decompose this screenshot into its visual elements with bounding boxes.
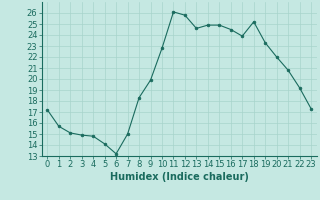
- X-axis label: Humidex (Indice chaleur): Humidex (Indice chaleur): [110, 172, 249, 182]
